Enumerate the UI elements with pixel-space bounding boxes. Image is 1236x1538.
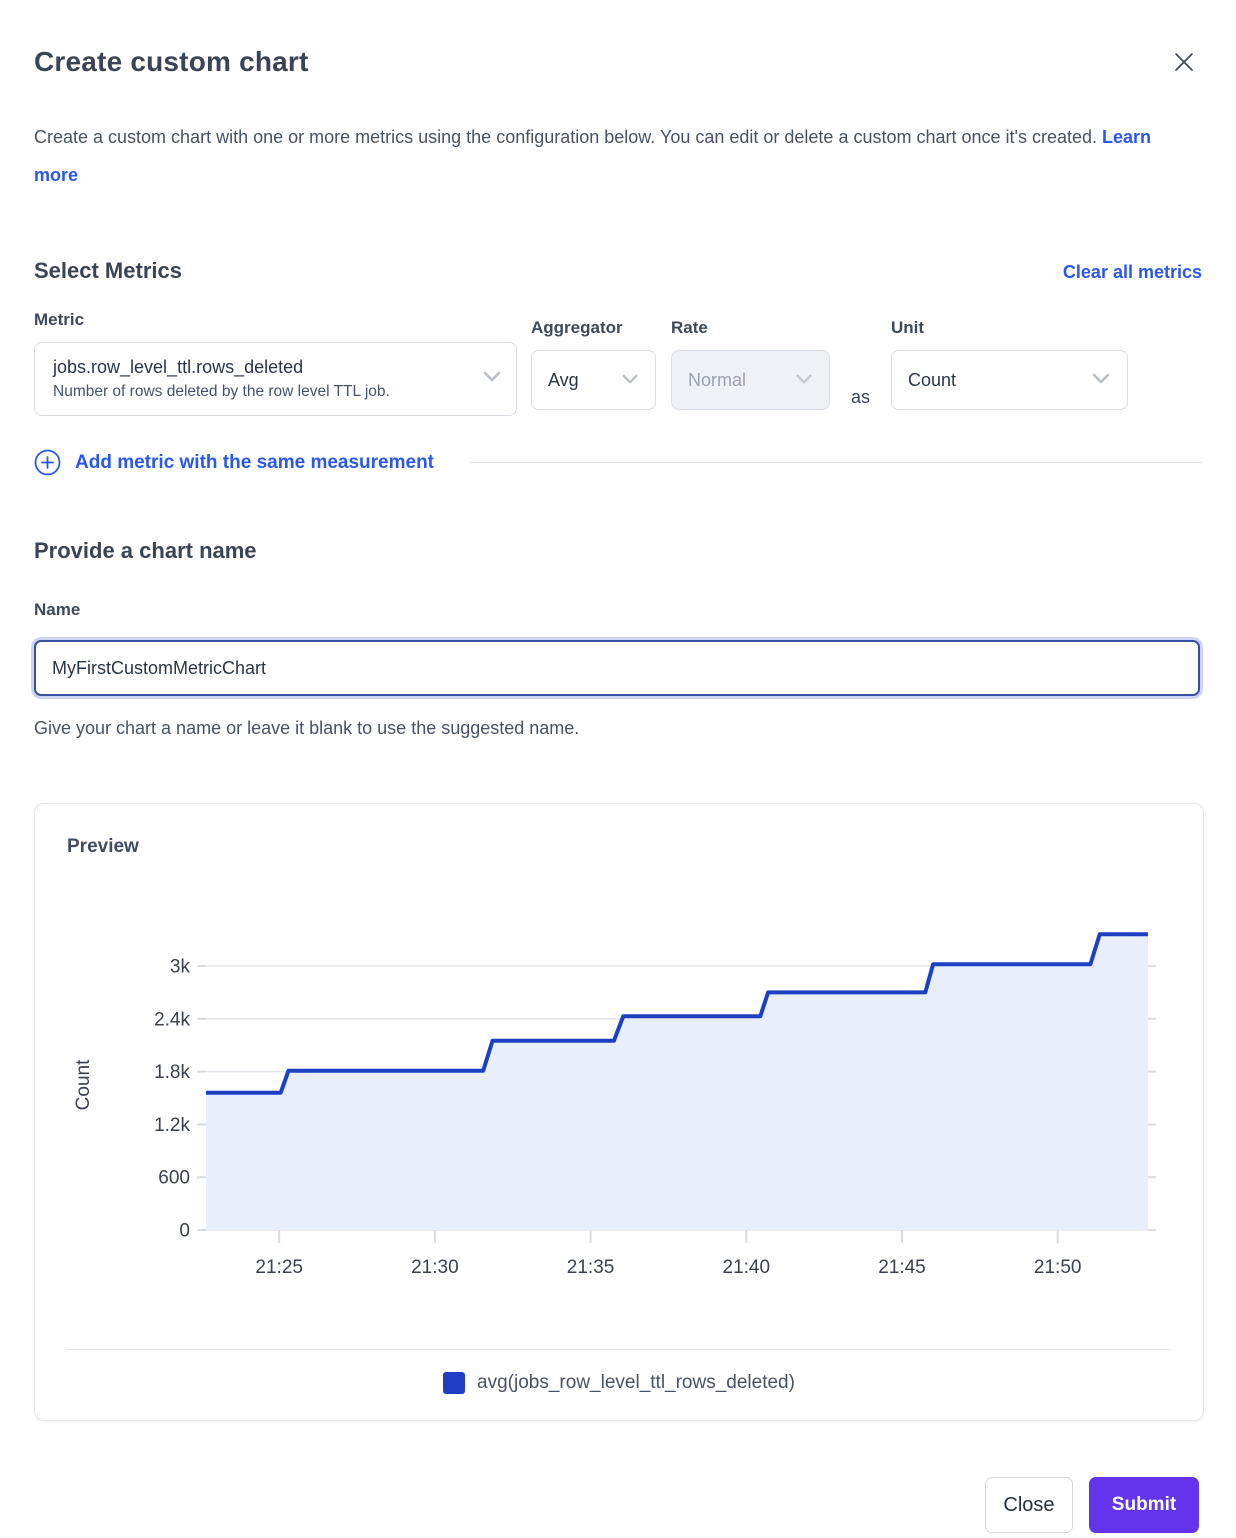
metric-select[interactable]: jobs.row_level_ttl.rows_deleted Number o… bbox=[34, 342, 517, 416]
legend-swatch bbox=[443, 1372, 466, 1394]
plus-circle-icon bbox=[34, 449, 61, 476]
svg-text:21:45: 21:45 bbox=[878, 1257, 926, 1278]
add-metric-link[interactable]: Add metric with the same measurement bbox=[34, 449, 434, 476]
submit-button[interactable]: Submit bbox=[1089, 1477, 1199, 1533]
svg-text:1.8k: 1.8k bbox=[154, 1062, 190, 1083]
select-metrics-heading: Select Metrics bbox=[34, 258, 182, 283]
preview-chart: 0 600 1.2k 1.8k 2.4k 3k 21:25 21:30 21:35 21:40 21… bbox=[67, 870, 1171, 1293]
modal-title: Create custom chart bbox=[34, 46, 309, 77]
svg-text:21:25: 21:25 bbox=[255, 1257, 303, 1278]
metric-config-row: Metric jobs.row_level_ttl.rows_deleted N… bbox=[34, 310, 1202, 416]
metric-select-value: jobs.row_level_ttl.rows_deleted bbox=[53, 357, 304, 377]
legend-label: avg(jobs_row_level_ttl_rows_deleted) bbox=[477, 1372, 795, 1393]
chart-name-input[interactable] bbox=[34, 640, 1200, 696]
svg-text:3k: 3k bbox=[170, 957, 191, 978]
svg-text:21:50: 21:50 bbox=[1034, 1257, 1082, 1278]
as-text: as bbox=[850, 387, 870, 407]
unit-select[interactable]: Count bbox=[891, 350, 1128, 410]
rate-label: Rate bbox=[671, 318, 708, 337]
chevron-down-icon bbox=[795, 370, 813, 391]
svg-text:21:35: 21:35 bbox=[567, 1257, 615, 1278]
add-metric-row: Add metric with the same measurement bbox=[34, 449, 1202, 476]
svg-text:Count: Count bbox=[73, 1059, 94, 1110]
rate-column: Rate Normal bbox=[671, 310, 830, 410]
unit-label: Unit bbox=[891, 318, 925, 337]
close-icon[interactable] bbox=[1172, 50, 1196, 74]
name-helper-text: Give your chart a name or leave it blank… bbox=[34, 718, 580, 738]
rate-select: Normal bbox=[671, 350, 830, 410]
aggregator-select-value: Avg bbox=[548, 369, 579, 390]
rate-select-value: Normal bbox=[688, 369, 747, 390]
modal-header: Create custom chart bbox=[34, 46, 1202, 78]
preview-card: Preview 0 600 1.2k 1.8k 2.4k 3k 21:25 21:30 21:3… bbox=[34, 803, 1204, 1421]
chart-name-heading: Provide a chart name bbox=[34, 538, 257, 563]
metric-label: Metric bbox=[34, 310, 85, 329]
unit-select-value: Count bbox=[908, 369, 957, 390]
chevron-down-icon bbox=[482, 370, 502, 389]
divider bbox=[470, 462, 1202, 463]
svg-text:0: 0 bbox=[179, 1221, 190, 1242]
chart-legend: avg(jobs_row_level_ttl_rows_deleted) bbox=[67, 1372, 1171, 1394]
select-metrics-header: Select Metrics Clear all metrics bbox=[34, 258, 1202, 284]
modal-footer: Close Submit bbox=[34, 1477, 1202, 1533]
preview-heading: Preview bbox=[67, 836, 139, 857]
aggregator-select[interactable]: Avg bbox=[531, 350, 656, 410]
svg-text:21:40: 21:40 bbox=[723, 1257, 771, 1278]
clear-all-metrics-link[interactable]: Clear all metrics bbox=[1062, 262, 1202, 282]
svg-text:21:30: 21:30 bbox=[411, 1257, 459, 1278]
svg-text:2.4k: 2.4k bbox=[154, 1009, 190, 1030]
description-text: Create a custom chart with one or more m… bbox=[34, 127, 1098, 147]
unit-column: Unit Count bbox=[891, 310, 1128, 410]
legend-divider bbox=[67, 1349, 1171, 1350]
add-metric-label: Add metric with the same measurement bbox=[75, 451, 434, 473]
learn-more-link[interactable]: Learn more bbox=[34, 127, 1152, 185]
name-label: Name bbox=[34, 600, 81, 619]
aggregator-label: Aggregator bbox=[531, 318, 623, 337]
modal-description: Create a custom chart with one or more m… bbox=[34, 118, 1174, 194]
svg-text:600: 600 bbox=[158, 1168, 190, 1189]
svg-text:1.2k: 1.2k bbox=[154, 1115, 190, 1136]
metric-column: Metric jobs.row_level_ttl.rows_deleted N… bbox=[34, 310, 517, 416]
chevron-down-icon bbox=[1091, 370, 1111, 391]
as-column: as bbox=[830, 310, 891, 416]
chevron-down-icon bbox=[621, 370, 639, 391]
metric-select-texts: jobs.row_level_ttl.rows_deleted Number o… bbox=[53, 357, 390, 401]
metric-select-description: Number of rows deleted by the row level … bbox=[53, 383, 390, 400]
close-button[interactable]: Close bbox=[985, 1477, 1073, 1533]
aggregator-column: Aggregator Avg bbox=[531, 310, 656, 410]
